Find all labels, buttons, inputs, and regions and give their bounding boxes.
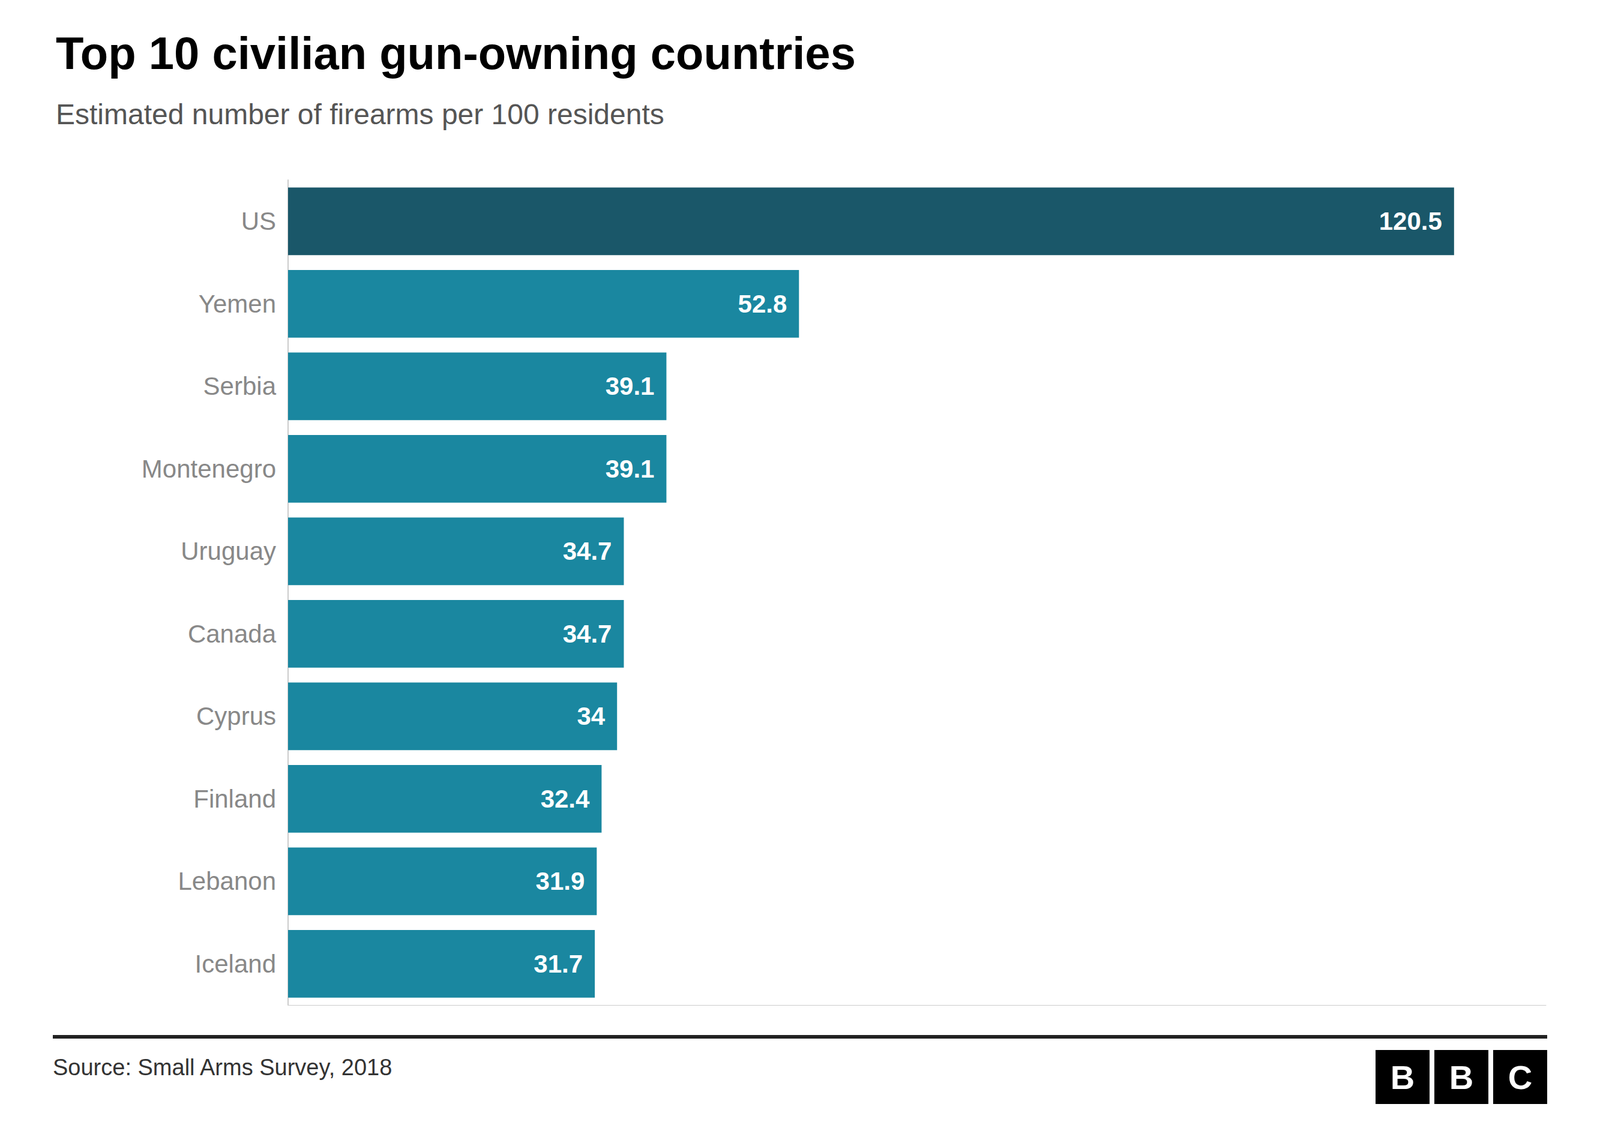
- svg-text:39.1: 39.1: [605, 372, 655, 401]
- svg-text:120.5: 120.5: [1379, 207, 1443, 236]
- svg-text:Serbia: Serbia: [203, 372, 277, 401]
- svg-text:Uruguay: Uruguay: [180, 537, 277, 566]
- svg-text:34.7: 34.7: [562, 619, 613, 649]
- svg-text:Lebanon: Lebanon: [177, 867, 277, 896]
- svg-text:Finland: Finland: [193, 784, 277, 814]
- svg-text:US: US: [241, 207, 277, 236]
- svg-text:Top 10 civilian gun-owning cou: Top 10 civilian gun-owning countries: [55, 27, 856, 79]
- svg-text:C: C: [1508, 1058, 1533, 1097]
- svg-text:B: B: [1449, 1058, 1474, 1097]
- svg-text:Canada: Canada: [187, 619, 277, 649]
- svg-text:Iceland: Iceland: [195, 950, 277, 979]
- svg-text:Montenegro: Montenegro: [141, 454, 277, 484]
- svg-text:34.7: 34.7: [562, 537, 613, 566]
- svg-text:31.7: 31.7: [533, 950, 583, 979]
- svg-text:Cyprus: Cyprus: [196, 702, 277, 731]
- svg-text:31.9: 31.9: [535, 867, 586, 896]
- svg-text:34: 34: [576, 702, 605, 731]
- svg-text:B: B: [1390, 1058, 1415, 1097]
- svg-text:Estimated number of firearms p: Estimated number of firearms per 100 res…: [55, 98, 665, 131]
- svg-text:Yemen: Yemen: [198, 289, 277, 319]
- svg-text:52.8: 52.8: [738, 289, 788, 319]
- svg-text:32.4: 32.4: [540, 784, 590, 814]
- svg-text:Source: Small Arms Survey, 201: Source: Small Arms Survey, 2018: [52, 1055, 392, 1081]
- svg-text:39.1: 39.1: [605, 454, 655, 484]
